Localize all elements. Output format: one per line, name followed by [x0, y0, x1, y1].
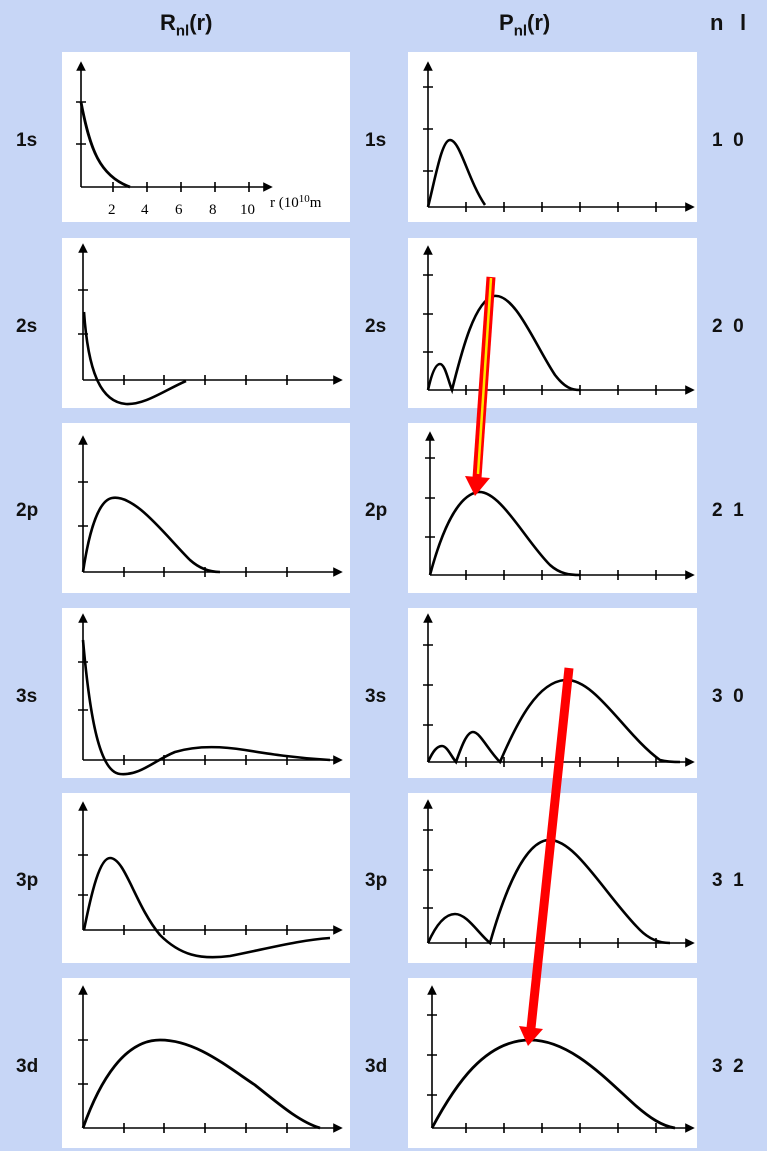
row-label-2p-right: 2p	[365, 500, 388, 521]
p-axes-2s	[423, 245, 695, 395]
p-curve-2p	[428, 490, 581, 577]
arrow-3s-to-3d	[519, 667, 574, 1046]
r-curve-1s	[79, 101, 131, 189]
svg-text:4: 4	[141, 202, 149, 218]
p-curve-3s	[426, 678, 681, 765]
row-label-2s-right: 2s	[365, 316, 387, 337]
svg-text:2: 2	[108, 202, 116, 218]
row-label-2p-left: 2p	[16, 500, 39, 521]
r-axes-3p	[78, 801, 343, 935]
r-axes-3d	[78, 985, 343, 1133]
r-curve-2s	[82, 311, 187, 406]
r-curve-3d	[81, 1038, 321, 1130]
r-panel-3p	[62, 793, 350, 963]
svg-text:8: 8	[209, 202, 217, 218]
header-radial-function: Rnl(r)	[160, 10, 213, 40]
quantum-numbers-3p: 3 1	[712, 870, 744, 891]
arrow-2s-to-2p	[465, 276, 496, 496]
p-axes-3p	[423, 799, 695, 948]
p-axes-3d	[427, 985, 695, 1133]
header-n: n	[710, 10, 724, 35]
quantum-numbers-1s: 1 0	[712, 130, 744, 151]
row-label-3d-left: 3d	[16, 1056, 39, 1077]
row-label-3s-right: 3s	[365, 686, 387, 707]
quantum-numbers-2p: 2 1	[712, 500, 744, 521]
header-radial-probability: Pnl(r)	[499, 10, 551, 40]
p-axes-2p	[425, 431, 695, 580]
svg-text:6: 6	[175, 202, 183, 218]
r-axes-3s	[78, 613, 343, 765]
row-label-3s-left: 3s	[16, 686, 38, 707]
r-panel-1s	[62, 52, 350, 222]
row-label-3d-right: 3d	[365, 1056, 388, 1077]
r-curve-2p	[81, 496, 221, 574]
p-panel-2s	[408, 238, 697, 408]
quantum-numbers-3d: 3 2	[712, 1056, 744, 1077]
row-label-2s-left: 2s	[16, 316, 38, 337]
r-curve-3s	[81, 639, 331, 776]
p-curve-3p	[426, 838, 671, 946]
header-l: l	[740, 10, 747, 35]
svg-text:r (1010m: r (1010m	[270, 193, 322, 211]
p-panel-1s	[408, 52, 697, 222]
r-panel-2p	[62, 423, 350, 593]
row-label-3p-left: 3p	[16, 870, 39, 891]
row-label-1s-right: 1s	[365, 130, 387, 151]
quantum-numbers-2s: 2 0	[712, 316, 744, 337]
r-axes-2p	[78, 435, 343, 577]
row-label-1s-left: 1s	[16, 130, 38, 151]
p-axes-1s	[423, 61, 695, 212]
r-curve-3p	[82, 856, 331, 959]
p-curve-3d	[430, 1038, 676, 1130]
r-axis-labels-1s: 2 4 6 8 10 r (1010m	[108, 193, 322, 218]
p-curve-2s	[426, 294, 581, 395]
r-axes-2s	[78, 243, 343, 385]
r-panel-3s	[62, 608, 350, 778]
r-axes-1s	[76, 61, 273, 192]
row-label-3p-right: 3p	[365, 870, 388, 891]
svg-text:10: 10	[240, 202, 255, 218]
p-curve-1s	[426, 138, 487, 208]
quantum-numbers-3s: 3 0	[712, 686, 744, 707]
p-panel-3d	[408, 978, 697, 1148]
